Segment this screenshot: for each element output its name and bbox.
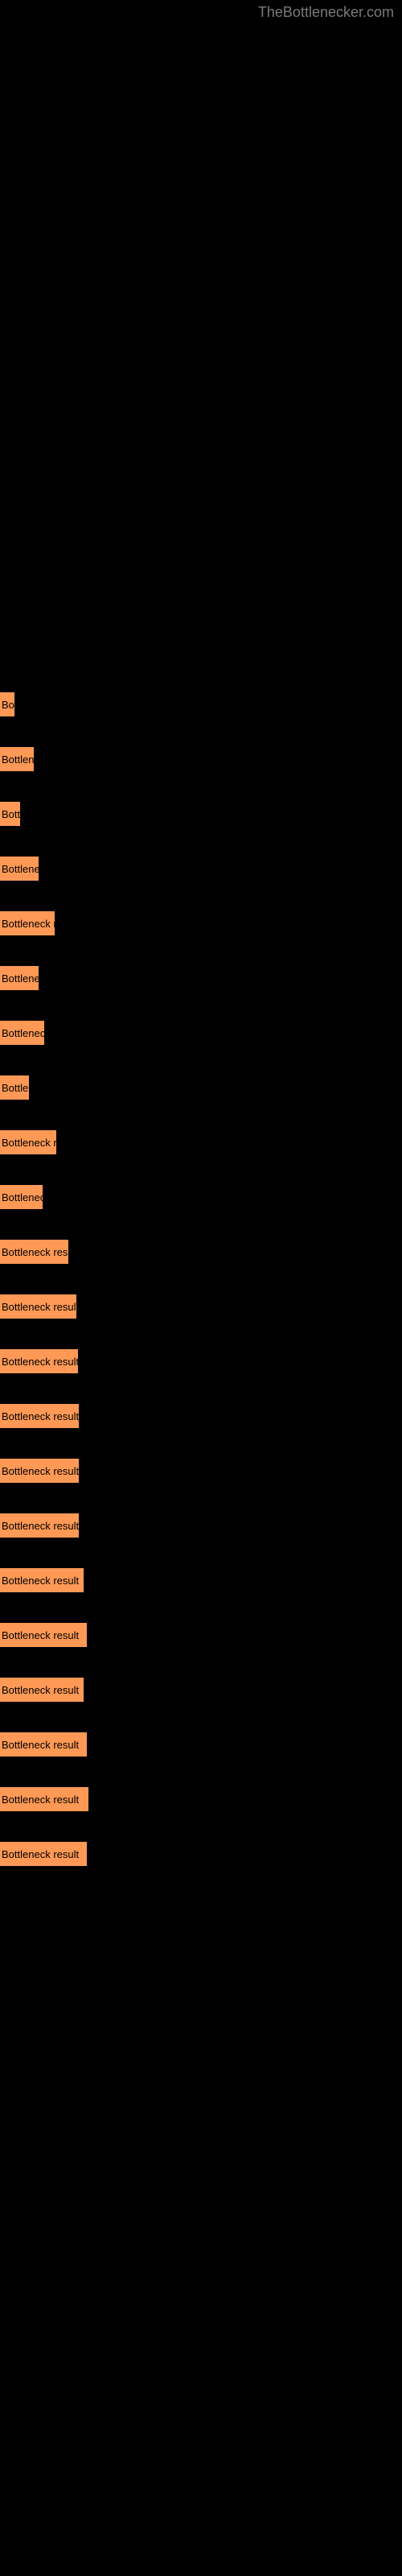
bar-label: Bottleneck result [2, 1739, 79, 1751]
bar: Bottleneck result [0, 1459, 79, 1483]
watermark-text: TheBottlenecker.com [258, 4, 394, 21]
bar-label: Bottleneck result [2, 1027, 44, 1039]
bar-row: Bottleneck result [0, 1842, 402, 1866]
bar-label: Bottleneck result [2, 1246, 68, 1258]
bar-row: Bottleneck result [0, 966, 402, 990]
bar-label: Bottleneck result [2, 1082, 29, 1094]
bar-label: Bottleneck result [2, 1137, 56, 1149]
bar-label: Bottleneck result [2, 1520, 79, 1532]
bar: Bottleneck result [0, 1294, 76, 1319]
bar: Bottleneck result [0, 1185, 43, 1209]
bar-label: Bottleneck result [2, 1629, 79, 1641]
bar-label: Bottleneck result [2, 1356, 78, 1368]
bar-row: Bottleneck result [0, 1513, 402, 1538]
bar-row: Bottleneck result [0, 1021, 402, 1045]
bar-row: Bottleneck result [0, 1294, 402, 1319]
bar-row: Bottleneck result [0, 911, 402, 935]
bar-chart: Bottleneck result Bottleneck result Bottle… [0, 692, 402, 1866]
bar-row: Bottleneck result [0, 1130, 402, 1154]
bar-row: Bottleneck result [0, 747, 402, 771]
bar: Bottleneck result [0, 966, 39, 990]
bar: Bottleneck result [0, 1678, 84, 1702]
bar-label: Bottleneck result [2, 1465, 79, 1477]
bar: Bottleneck result [0, 1842, 87, 1866]
bar-label: Bottleneck result [2, 972, 39, 985]
bar-row: Bottleneck result [0, 1240, 402, 1264]
bar: Bottleneck result [0, 1623, 87, 1647]
bar: Bottleneck result [0, 747, 34, 771]
bar: Bottleneck result [0, 911, 55, 935]
bar-row: Bottleneck result [0, 1787, 402, 1811]
bar: Bottleneck result [0, 1732, 87, 1757]
bar-row: Bottleneck result [0, 1459, 402, 1483]
bar-row: Bottleneck result [0, 1678, 402, 1702]
bar-label: Bottleneck result [2, 699, 14, 711]
bar-row: Bottleneck result [0, 857, 402, 881]
bar: Bottleneck result [0, 692, 14, 716]
bar-row: Bottleneck result [0, 1075, 402, 1100]
bar-label: Bottleneck result [2, 808, 20, 820]
bar-label: Bottleneck result [2, 1575, 79, 1587]
bar-row: Bottleneck result [0, 1349, 402, 1373]
bar: Bottleneck result [0, 1568, 84, 1592]
bar-row: Bottleneck result [0, 1185, 402, 1209]
bar: Bottleneck result [0, 1349, 78, 1373]
bar-label: Bottleneck result [2, 1684, 79, 1696]
bar-label: Bottleneck result [2, 1794, 79, 1806]
top-spacer [0, 0, 402, 692]
bar: Bottleneck result [0, 1240, 68, 1264]
bar-label: Bottleneck result [2, 863, 39, 875]
bar-row: Bottleneck result [0, 1623, 402, 1647]
bar-label: Bottleneck result [2, 918, 55, 930]
bar-row: Bottleneck result [0, 1732, 402, 1757]
bar-label: Bottleneck result [2, 1301, 76, 1313]
bar: Bottleneck result [0, 1787, 88, 1811]
bar-label: Bottleneck result [2, 1410, 79, 1422]
bar-label: Bottleneck result [2, 1848, 79, 1860]
bar: Bottleneck result [0, 857, 39, 881]
bar-row: Bottleneck result [0, 1404, 402, 1428]
bar: Bottleneck result [0, 1021, 44, 1045]
bar-label: Bottleneck result [2, 1191, 43, 1203]
bar: Bottleneck result [0, 1130, 56, 1154]
bar-row: Bottleneck result [0, 692, 402, 716]
bar: Bottleneck result [0, 1404, 79, 1428]
bar-label: Bottleneck result [2, 753, 34, 766]
bar-row: Bottleneck result [0, 802, 402, 826]
bar: Bottleneck result [0, 802, 20, 826]
bar: Bottleneck result [0, 1513, 79, 1538]
bar-row: Bottleneck result [0, 1568, 402, 1592]
bar: Bottleneck result [0, 1075, 29, 1100]
